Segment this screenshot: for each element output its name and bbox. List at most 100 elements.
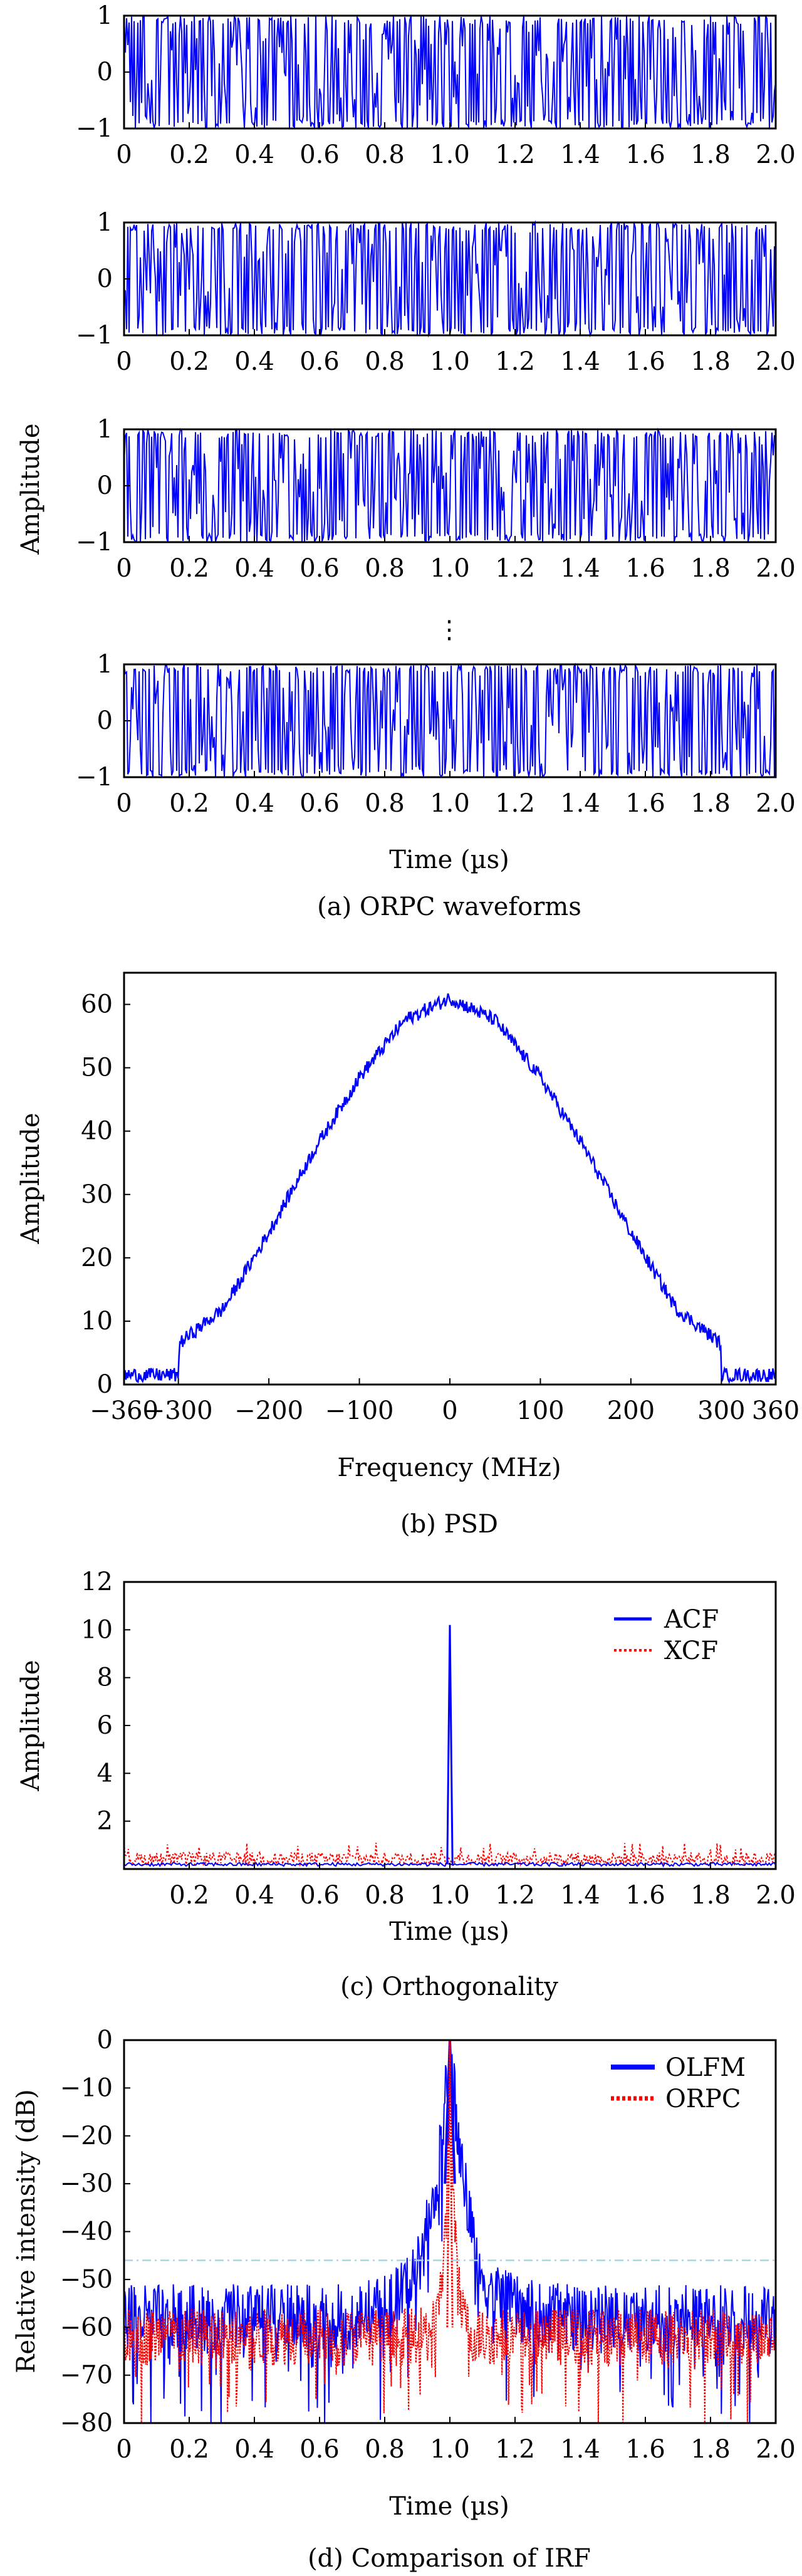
panel-a1-xtick-label: 1.2: [495, 140, 535, 169]
waveform-4-line: [123, 662, 776, 778]
panel-c-xtick-label: 0.6: [299, 1881, 340, 1910]
panel-a1-xtick-label: 0: [116, 140, 132, 169]
panel-c-xlabel: Time (µs): [389, 1917, 509, 1946]
panel-c-xtick-label: 1.8: [690, 1881, 731, 1910]
panel-a3-xtick-label: 1.0: [430, 554, 470, 583]
panel-c-xtick-label: 0.8: [365, 1881, 405, 1910]
psd-line: [123, 993, 777, 1385]
panel-b-frame: [123, 971, 777, 1386]
panel-a4-xtick-label: 0.6: [299, 789, 340, 818]
panel-b-xtick-label: 100: [516, 1396, 564, 1425]
panel-a4-xtick-label: 1.4: [560, 789, 600, 818]
panel-b-ylabel: Amplitude: [16, 1113, 45, 1244]
panel-a1-xtick-label: 1.4: [560, 140, 600, 169]
panel-a2-xtick-label: 0.2: [169, 347, 209, 376]
panel-d-xtick-label: 1.8: [690, 2435, 731, 2464]
panel-d-xtick-label: 1.4: [560, 2435, 600, 2464]
panel-a2-xtick-label: 1.0: [430, 347, 470, 376]
panel-d-xtick-label: 0.4: [234, 2435, 274, 2464]
panel-a3-xtick-label: 1.4: [560, 554, 600, 583]
caption-d: (d) Comparison of IRF: [308, 2544, 591, 2573]
panel-b-xtick-label: −360: [90, 1396, 159, 1425]
legend-olfm-label: OLFM: [665, 2053, 746, 2082]
panel-d-ytick-label: −80: [60, 2409, 113, 2437]
panel-a1-xtick-label: 1.8: [690, 140, 731, 169]
panel-a1-ytick-label: 0: [97, 58, 113, 86]
panel-a-ylabel: Amplitude: [16, 423, 45, 555]
orpc-line: [123, 2039, 776, 2424]
panel-b-xtick-label: −100: [325, 1396, 394, 1425]
panel-a1-xtick-label: 0.6: [299, 140, 340, 169]
panel-d-xtick-label: 2.0: [756, 2435, 796, 2464]
panel-c-ytick-label: 2: [97, 1807, 113, 1836]
panel-a3-xtick-label: 1.6: [625, 554, 665, 583]
panel-a2-ytick-label: 1: [97, 208, 113, 237]
panel-c-xtick-label: 2.0: [756, 1881, 796, 1910]
panel-b-xlabel: Frequency (MHz): [337, 1453, 561, 1482]
panel-c-ytick-label: 8: [97, 1663, 113, 1692]
panel-c-ytick-label: 12: [81, 1568, 113, 1596]
ellipsis-mark: ⋮: [437, 615, 462, 644]
panel-a3-xtick-label: 2.0: [756, 554, 796, 583]
panel-a2-xtick-label: 1.8: [690, 347, 731, 376]
panel-b-ytick-label: 50: [81, 1054, 113, 1082]
legend-orpc-label: ORPC: [665, 2085, 741, 2113]
panel-b-ytick-label: 10: [81, 1307, 113, 1336]
panel-b-xtick-label: 360: [752, 1396, 799, 1425]
panel-c-xtick-label: 0.4: [234, 1881, 274, 1910]
panel-d-ytick-label: −30: [60, 2169, 113, 2198]
panel-d-ytick-label: −10: [60, 2073, 113, 2102]
panel-a4-xtick-label: 0.8: [365, 789, 405, 818]
panel-a3-xtick-label: 0.8: [365, 554, 405, 583]
waveform-2-line: [123, 220, 776, 338]
panel-a1-ytick-label: 1: [97, 1, 113, 30]
panel-a4-xtick-label: 0.2: [169, 789, 209, 818]
panel-a4-xtick-label: 1.8: [690, 789, 731, 818]
panel-a-xlabel: Time (µs): [389, 846, 509, 874]
panel-a3-xtick-label: 0.4: [234, 554, 274, 583]
panel-a4-ytick-label: 1: [97, 650, 113, 679]
panel-a4-xtick-label: 0: [116, 789, 132, 818]
panel-a1-xtick-label: 0.4: [234, 140, 274, 169]
acf-peak: [446, 1625, 454, 1865]
panel-a2-ytick-label: −1: [76, 321, 113, 350]
panel-b-xtick-label: 300: [697, 1396, 745, 1425]
panel-a2-xtick-label: 1.2: [495, 347, 535, 376]
panel-d-xtick-label: 0: [116, 2435, 132, 2464]
panel-a4-ytick-label: −1: [76, 763, 113, 792]
panel-c-ytick-label: 10: [81, 1615, 113, 1644]
xcf-line: [123, 1843, 776, 1868]
panel-a1-xtick-label: 1.6: [625, 140, 665, 169]
panel-a1-xtick-label: 2.0: [756, 140, 796, 169]
panel-c-ylabel: Amplitude: [16, 1660, 45, 1791]
panel-a2-xtick-label: 0.8: [365, 347, 405, 376]
panel-a1-xtick-label: 0.2: [169, 140, 209, 169]
panel-c-ytick-label: 4: [97, 1759, 113, 1788]
panel-d-ytick-label: −50: [60, 2265, 113, 2294]
panel-a3-xtick-label: 1.8: [690, 554, 731, 583]
panel-a1-xtick-label: 1.0: [430, 140, 470, 169]
panel-a4-xtick-label: 1.6: [625, 789, 665, 818]
panel-b-ytick-label: 20: [81, 1243, 113, 1272]
panel-b-ytick-label: 40: [81, 1117, 113, 1146]
panel-b-xtick-label: 0: [442, 1396, 457, 1425]
panel-a2-xtick-label: 1.6: [625, 347, 665, 376]
panel-a3-xtick-label: 1.2: [495, 554, 535, 583]
panel-c-xtick-label: 1.6: [625, 1881, 665, 1910]
panel-d-xtick-label: 1.6: [625, 2435, 665, 2464]
panel-b-ytick-label: 30: [81, 1180, 113, 1209]
panel-d-ytick-label: −20: [60, 2122, 113, 2150]
panel-a2-xtick-label: 2.0: [756, 347, 796, 376]
panel-b-ytick-label: 60: [81, 990, 113, 1019]
panel-d-ytick-label: −60: [60, 2313, 113, 2342]
panel-d-xtick-label: 1.2: [495, 2435, 535, 2464]
caption-c: (c) Orthogonality: [340, 1972, 558, 2001]
waveform-1-line: [123, 14, 776, 129]
panel-a3-ytick-label: −1: [76, 528, 113, 557]
panel-c-xtick-label: 1.0: [430, 1881, 470, 1910]
panel-a2-xtick-label: 1.4: [560, 347, 600, 376]
caption-a: (a) ORPC waveforms: [317, 893, 581, 921]
panel-a4-xtick-label: 1.0: [430, 789, 470, 818]
panel-a3-xtick-label: 0.2: [169, 554, 209, 583]
